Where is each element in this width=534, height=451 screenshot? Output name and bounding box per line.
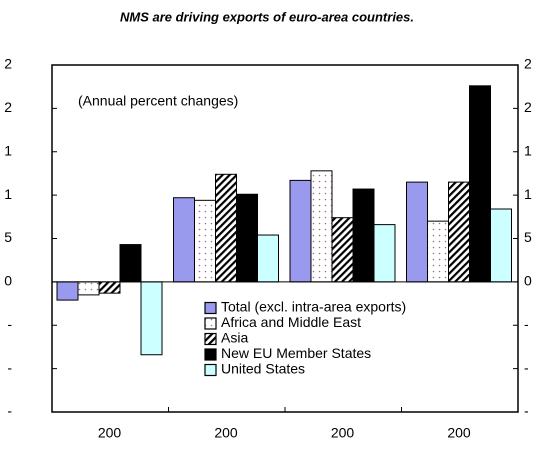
y-tick-label: 0 (4, 273, 12, 289)
bar (98, 281, 121, 294)
y-tick-label: - (7, 403, 12, 419)
bar (406, 181, 428, 283)
x-tick-label: 200 (98, 425, 122, 441)
bar (490, 208, 512, 283)
y-tick-label: 5 (4, 229, 12, 245)
y2-tick-label: - (524, 403, 529, 419)
bar (257, 234, 279, 283)
legend-swatch (204, 301, 217, 315)
legend-swatch (204, 332, 217, 346)
bar (215, 173, 237, 283)
bar (289, 179, 312, 283)
bar (331, 217, 354, 283)
bar (310, 170, 333, 283)
y2-tick-label: 1 (524, 142, 532, 158)
bar (427, 220, 449, 283)
legend-label: Total (excl. intra-area exports) (221, 299, 406, 315)
y-tick-label: 1 (4, 142, 12, 158)
legend-label: Africa and Middle East (221, 314, 361, 330)
x-tick-label: 200 (214, 425, 238, 441)
bar (194, 199, 216, 283)
y2-tick-label: 0 (524, 273, 532, 289)
y2-tick-label: 2 (524, 56, 532, 72)
y-tick-label: 2 (4, 56, 12, 72)
x-tick-label: 200 (447, 425, 471, 441)
bar (173, 197, 195, 283)
annotation: (Annual percent changes) (78, 93, 238, 109)
y2-tick-label: 1 (524, 186, 532, 202)
legend-swatch (204, 348, 217, 361)
legend-label: Asia (221, 330, 248, 346)
legend-swatch (204, 363, 217, 377)
y2-tick-label: 5 (524, 229, 532, 245)
y-tick-label: 1 (4, 186, 12, 202)
legend-swatch (204, 317, 217, 330)
bar (469, 85, 491, 283)
bar (140, 281, 163, 356)
y2-tick-label: - (524, 359, 529, 375)
bar (56, 281, 79, 301)
bar (119, 244, 142, 283)
x-tick-label: 200 (331, 425, 355, 441)
bar (448, 181, 470, 283)
bar (352, 188, 375, 283)
y-tick-label: - (7, 316, 12, 332)
bar (236, 193, 258, 283)
legend-label: United States (221, 361, 305, 377)
y2-tick-label: - (524, 316, 529, 332)
bar (373, 224, 396, 283)
y-tick-label: 2 (4, 99, 12, 115)
y-tick-label: - (7, 359, 12, 375)
bar (77, 281, 100, 296)
legend-label: New EU Member States (221, 345, 371, 361)
chart-title: NMS are driving exports of euro-area cou… (120, 9, 414, 24)
y2-tick-label: 2 (524, 99, 532, 115)
